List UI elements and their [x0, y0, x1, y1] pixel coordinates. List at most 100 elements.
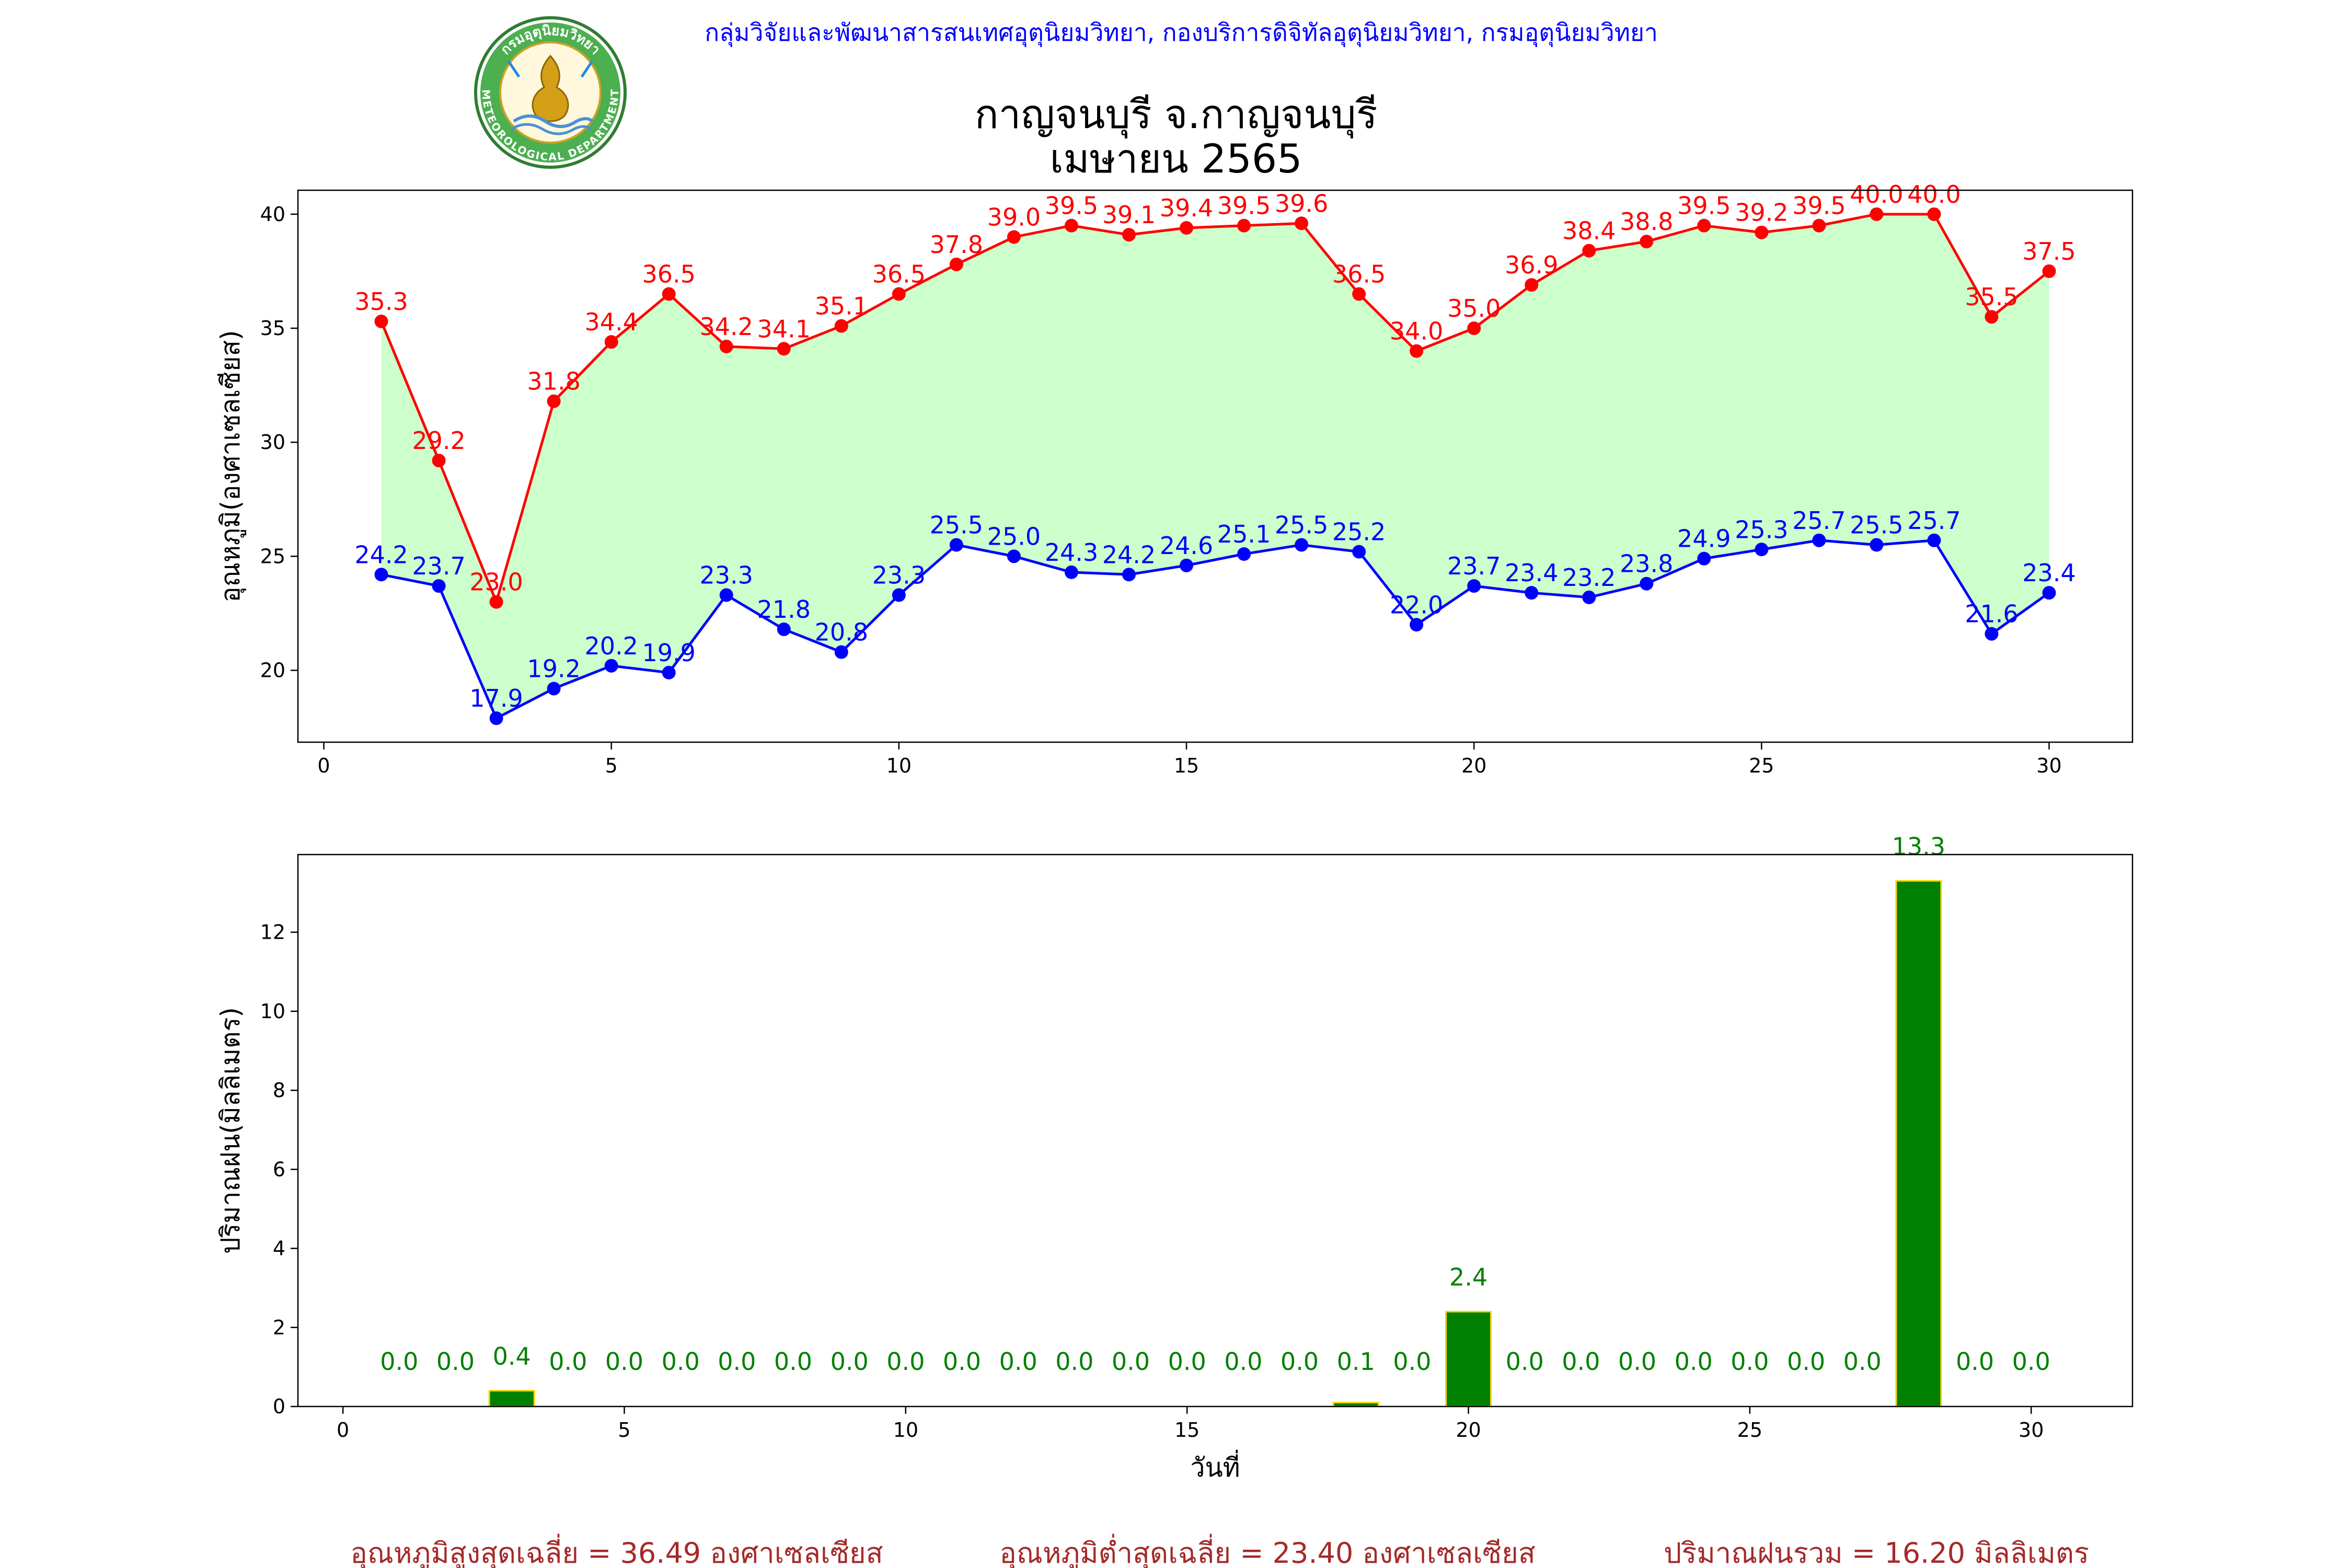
rainfall-bar-label: 13.3: [1892, 832, 1945, 860]
temperature-max-label: 40.0: [1907, 180, 1961, 209]
temperature-max-label: 38.4: [1562, 217, 1616, 245]
rainfall-bar-label: 0.0: [436, 1347, 475, 1376]
temperature-max-line: [380, 213, 2050, 606]
temperature-max-point: [1237, 218, 1251, 233]
rainfall-x-ticks: 0 5 10 15 20 25 30: [337, 1406, 2044, 1442]
temperature-max-label: 38.8: [1620, 207, 1673, 236]
rainfall-y-tick-label: 12: [260, 921, 285, 944]
temperature-y-tick-label: 20: [260, 659, 285, 682]
rainfall-bar-label: 0.0: [1506, 1347, 1544, 1376]
temperature-min-point: [374, 568, 388, 582]
rainfall-bar-label: 0.0: [774, 1347, 812, 1376]
temperature-min-point: [1927, 533, 1941, 547]
rainfall-bar-label: 0.0: [886, 1347, 925, 1376]
temperature-max-point: [547, 394, 561, 408]
temperature-x-tick-label: 30: [2036, 754, 2061, 777]
temperature-min-label: 25.5: [1850, 511, 1903, 539]
temperature-min-point: [1582, 590, 1596, 604]
rainfall-y-tick-label: 2: [273, 1316, 285, 1339]
temperature-max-point: [719, 339, 733, 353]
temperature-min-label: 23.7: [412, 552, 465, 580]
rainfall-x-tick-label: 25: [1737, 1419, 1762, 1442]
temperature-max-label: 39.1: [1102, 201, 1156, 229]
temperature-min-label: 23.4: [2022, 559, 2076, 587]
rainfall-y-tick-label: 0: [273, 1395, 285, 1418]
temperature-max-point: [489, 595, 503, 609]
temperature-x-ticks: 0 5 10 15 20 25 30: [317, 742, 2062, 777]
temperature-max-label: 37.8: [930, 230, 983, 259]
temperature-x-tick-label: 25: [1749, 754, 1774, 777]
rainfall-bar-label: 0.0: [1675, 1347, 1713, 1376]
temperature-min-point: [777, 622, 791, 636]
temperature-max-point: [2042, 264, 2056, 278]
rainfall-bar-label: 0.0: [1224, 1347, 1262, 1376]
temperature-min-label: 23.4: [1505, 559, 1558, 587]
temperature-max-point: [1122, 228, 1136, 242]
temperature-max-label: 35.1: [815, 292, 868, 320]
temperature-min-point: [1410, 618, 1424, 632]
temperature-min-label: 19.2: [527, 654, 580, 683]
temperature-max-point: [1410, 344, 1424, 358]
temperature-min-label: 22.0: [1390, 591, 1443, 619]
temperature-max-label: 34.1: [757, 315, 811, 343]
temperature-min-point: [1237, 547, 1251, 561]
rainfall-x-tick-label: 20: [1456, 1419, 1481, 1442]
rainfall-bar-label: 0.0: [1787, 1347, 1825, 1376]
credit-text: กลุ่มวิจัยและพัฒนาสารสนเทศอุตุนิยมวิทยา,…: [705, 18, 1658, 48]
chart-title-line1: กาญจนบุรี จ.กาญจนบุรี: [975, 91, 1378, 139]
rainfall-bar-label: 0.0: [380, 1347, 418, 1376]
temperature-max-point: [1352, 287, 1366, 301]
temperature-min-label: 25.1: [1217, 520, 1271, 548]
temperature-min-point: [892, 588, 906, 602]
temperature-min-label: 24.6: [1160, 532, 1213, 560]
temperature-min-point: [1064, 565, 1078, 579]
rainfall-y-tick-label: 6: [273, 1158, 285, 1181]
temperature-min-line: [381, 539, 2050, 720]
temperature-min-point: [489, 711, 503, 725]
temperature-min-label: 24.2: [1102, 540, 1156, 569]
temperature-min-point: [1697, 551, 1711, 566]
rainfall-bar-label: 0.0: [1112, 1347, 1150, 1376]
rainfall-x-tick-label: 10: [893, 1419, 918, 1442]
temperature-max-label: 39.2: [1735, 199, 1788, 227]
temperature-min-label: 20.8: [815, 618, 868, 647]
rainfall-bar-label: 2.4: [1449, 1263, 1488, 1292]
temperature-min-label: 24.9: [1677, 525, 1731, 553]
temperature-min-label: 17.9: [469, 684, 523, 712]
temperature-max-point: [1697, 218, 1711, 233]
temperature-max-point: [777, 342, 791, 356]
temperature-min-label: 21.6: [1965, 600, 2018, 628]
temperature-max-label: 40.0: [1850, 180, 1903, 209]
temperature-min-point: [1812, 533, 1826, 547]
temperature-max-label: 35.3: [354, 287, 408, 316]
temperature-min-label: 25.2: [1332, 518, 1386, 546]
meteorological-department-seal-icon: กรมอุตุนิยมวิทยา METEOROLOGICAL DEPARTME…: [474, 16, 627, 169]
rainfall-bar-label: 0.0: [605, 1347, 643, 1376]
temperature-min-point: [1985, 627, 1999, 641]
temperature-max-point: [604, 335, 618, 349]
temperature-x-tick-label: 0: [317, 754, 330, 777]
temperature-max-label: 36.5: [872, 260, 926, 289]
temperature-y-axis-label: อุณหภูมิ(องศาเซลเซียส): [215, 330, 246, 602]
temperature-y-tick-label: 35: [260, 317, 285, 340]
rainfall-bar-label: 0.0: [1731, 1347, 1769, 1376]
temperature-fill-layer: [381, 214, 2049, 719]
rainfall-bar-label: 0.0: [549, 1347, 587, 1376]
temperature-max-point: [1179, 221, 1193, 235]
temperature-labels-layer: 35.329.223.031.834.436.534.2 34.135.136.5…: [354, 180, 2076, 712]
chart-title-line2: เมษายน 2565: [1050, 135, 1302, 182]
temperature-max-label: 34.4: [584, 308, 638, 336]
rainfall-chart: 0.0 0.0 0.4 0.0 0.0 0.0 0.0 0.0 0.0 0.0 0.0 0.0 0.0 0…: [215, 832, 2134, 1483]
temperature-y-tick-label: 30: [260, 431, 285, 454]
temperature-max-label: 35.5: [1965, 283, 2018, 311]
rainfall-bar-label: 0.0: [943, 1347, 981, 1376]
temperature-max-point: [432, 454, 446, 468]
temperature-max-label: 36.9: [1505, 251, 1558, 279]
rainfall-x-tick-label: 30: [2019, 1419, 2044, 1442]
temperature-min-label: 25.5: [930, 511, 983, 539]
temperature-max-label: 31.8: [527, 367, 580, 396]
temperature-min-point: [949, 538, 963, 552]
rainfall-bar-label: 0.4: [493, 1342, 531, 1370]
temperature-min-point: [1640, 577, 1654, 591]
temperature-min-label: 24.2: [354, 540, 408, 569]
